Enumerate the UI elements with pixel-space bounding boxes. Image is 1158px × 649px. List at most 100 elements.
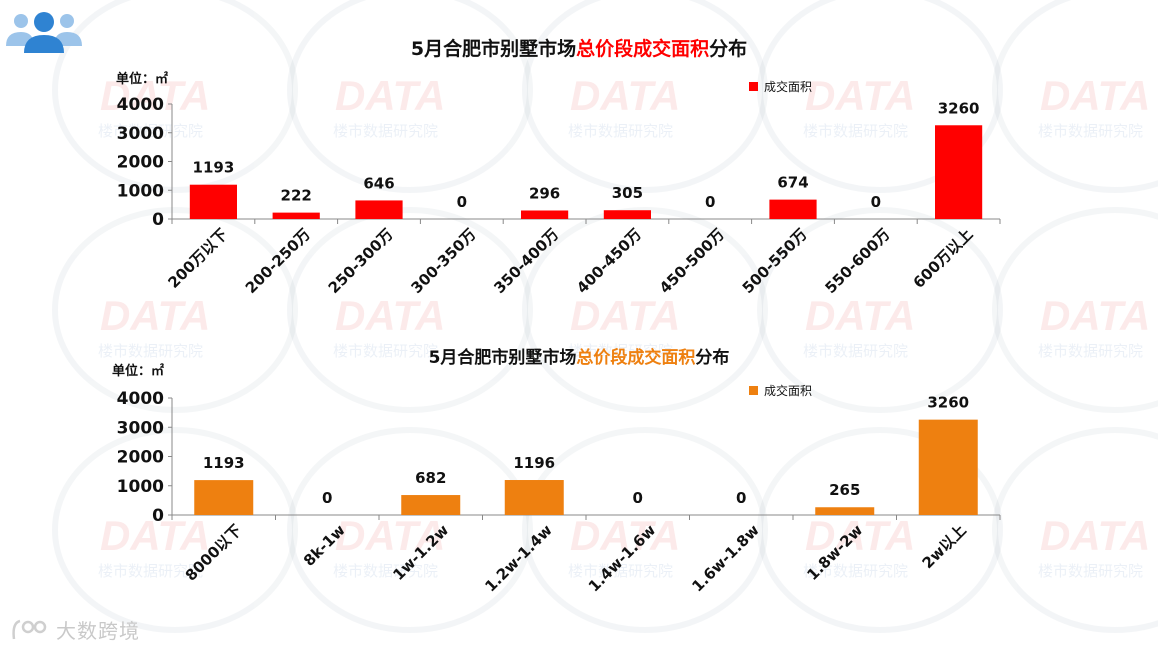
chart1-unit-label: 单位：㎡ (116, 72, 169, 87)
chart1-data-label: 0 (871, 193, 881, 211)
chart2-category-label: 1.6w-1.8w (688, 521, 762, 595)
chart1-legend-swatch (749, 82, 758, 91)
watermark-tile: DATA 楼市数据研究院 (522, 427, 768, 633)
svg-text:楼市数据研究院: 楼市数据研究院 (803, 562, 908, 580)
svg-text:DATA: DATA (570, 512, 680, 559)
chart2-legend-label: 成交面积 (764, 384, 813, 398)
svg-text:楼市数据研究院: 楼市数据研究院 (1038, 562, 1143, 580)
chart2-y-tick-label: 0 (152, 506, 164, 526)
chart1-category-label: 350-400万 (490, 225, 562, 297)
svg-text:楼市数据研究院: 楼市数据研究院 (98, 342, 203, 360)
watermark-tile: DATA 楼市数据研究院 (287, 0, 533, 193)
chart1-y-tick-label: 3000 (117, 124, 164, 144)
chart1-bar (521, 210, 569, 219)
chart1-category-label: 400-450万 (573, 225, 645, 297)
chart2-legend-swatch (749, 386, 758, 395)
chart2-data-label: 3260 (927, 394, 969, 412)
chart2-y-tick-label: 2000 (117, 448, 164, 468)
chart1-data-label: 1193 (193, 159, 235, 177)
chart2-legend: 成交面积 (749, 382, 812, 399)
chart1-y-tick-label: 4000 (117, 95, 164, 115)
svg-text:楼市数据研究院: 楼市数据研究院 (1038, 342, 1143, 360)
svg-text:楼市数据研究院: 楼市数据研究院 (333, 122, 438, 140)
chart2-category-label: 1.2w-1.4w (481, 521, 555, 595)
svg-text:楼市数据研究院: 楼市数据研究院 (333, 342, 438, 360)
svg-text:DATA: DATA (805, 512, 915, 559)
chart1-bar (935, 125, 983, 219)
chart2-plot: 0 1000 2000 3000 4000 1193 8000以下 0 8k-1w 682 1w-1… (117, 389, 1001, 595)
brand-logo-icon (12, 619, 47, 639)
watermark-tile: DATA 楼市数据研究院 (52, 207, 298, 413)
chart1-data-label: 305 (612, 184, 643, 202)
chart2-category-label: 2w以上 (919, 521, 970, 572)
chart1-data-label: 0 (705, 193, 715, 211)
svg-text:DATA: DATA (335, 292, 445, 339)
footer-text: 大数跨境 (56, 619, 140, 643)
watermark-tile: DATA 楼市数据研究院 (52, 0, 298, 193)
svg-text:楼市数据研究院: 楼市数据研究院 (803, 122, 908, 140)
watermark-tile: DATA 楼市数据研究院 (287, 427, 533, 633)
svg-text:DATA: DATA (1040, 72, 1150, 119)
chart2-title: 5月合肥市别墅市场总价段成交面积分布 (428, 348, 730, 368)
chart1-title: 5月合肥市别墅市场总价段成交面积分布 (410, 38, 748, 60)
watermark-tile: DATA 楼市数据研究院 (992, 0, 1158, 193)
chart2-data-label: 1193 (203, 454, 245, 472)
chart1-category-label: 450-500万 (656, 225, 728, 297)
chart1-bar (355, 200, 403, 219)
svg-text:楼市数据研究院: 楼市数据研究院 (568, 122, 673, 140)
chart1-category-label: 200万以下 (164, 225, 231, 292)
chart1-legend: 成交面积 (749, 78, 812, 95)
chart1-bar (603, 210, 651, 219)
chart1-bar (272, 212, 320, 219)
chart2-data-label: 0 (736, 489, 746, 507)
chart2-bar (504, 480, 564, 515)
watermark-tile: DATA 楼市数据研究院 (757, 207, 1003, 413)
svg-text:楼市数据研究院: 楼市数据研究院 (568, 562, 673, 580)
chart1-data-label: 3260 (938, 99, 980, 117)
chart1-title-highlight: 总价段成交面积 (576, 38, 710, 60)
chart1-y-tick-label: 1000 (117, 181, 164, 201)
svg-text:DATA: DATA (1040, 292, 1150, 339)
chart1-y-tick-label: 2000 (117, 153, 164, 173)
watermark-tile: DATA 楼市数据研究院 (522, 207, 768, 413)
svg-text:DATA: DATA (570, 72, 680, 119)
chart2-bar (194, 480, 254, 515)
svg-text:DATA: DATA (1040, 512, 1150, 559)
chart2-unit-label: 单位：㎡ (112, 364, 165, 379)
chart1-data-label: 296 (529, 184, 560, 202)
chart1-legend-label: 成交面积 (764, 80, 813, 94)
svg-text:DATA: DATA (335, 72, 445, 119)
watermark-tile: DATA 楼市数据研究院 (757, 0, 1003, 193)
chart2-bar (815, 507, 875, 515)
chart2-category-label: 1.8w-2w (803, 521, 866, 584)
svg-text:楼市数据研究院: 楼市数据研究院 (568, 342, 673, 360)
chart1-bar (189, 184, 237, 219)
svg-text:DATA: DATA (805, 72, 915, 119)
watermark-tile: DATA 楼市数据研究院 (992, 207, 1158, 413)
svg-text:DATA: DATA (335, 512, 445, 559)
chart2-category-label: 1w-1.2w (389, 521, 452, 584)
chart2-data-label: 1196 (513, 454, 555, 472)
footer-brand: 大数跨境 (10, 615, 140, 644)
users-icon (4, 6, 84, 58)
chart1-plot: 0 1000 2000 3000 4000 1193 200万以下 222 200-250万 64… (117, 95, 1001, 297)
chart2-category-label: 1.4w-1.6w (585, 521, 659, 595)
chart2-data-label: 0 (322, 489, 332, 507)
chart1-data-label: 222 (281, 187, 312, 205)
svg-text:楼市数据研究院: 楼市数据研究院 (333, 562, 438, 580)
chart2-category-label: 8000以下 (182, 521, 245, 584)
chart2-y-tick-label: 3000 (117, 418, 164, 438)
watermark-tile: DATA 楼市数据研究院 (287, 207, 533, 413)
svg-text:楼市数据研究院: 楼市数据研究院 (98, 122, 203, 140)
watermark-tile: DATA 楼市数据研究院 (522, 0, 768, 193)
watermark-tile: DATA 楼市数据研究院 (52, 427, 298, 633)
chart2-bar (401, 495, 461, 515)
chart1-data-label: 646 (363, 174, 394, 192)
chart2-data-label: 265 (829, 481, 860, 499)
chart1-category-label: 250-300万 (325, 225, 397, 297)
watermark-tile: DATA 楼市数据研究院 (757, 427, 1003, 633)
chart2-category-label: 8k-1w (300, 521, 349, 570)
chart1-category-label: 600万以上 (910, 225, 977, 292)
